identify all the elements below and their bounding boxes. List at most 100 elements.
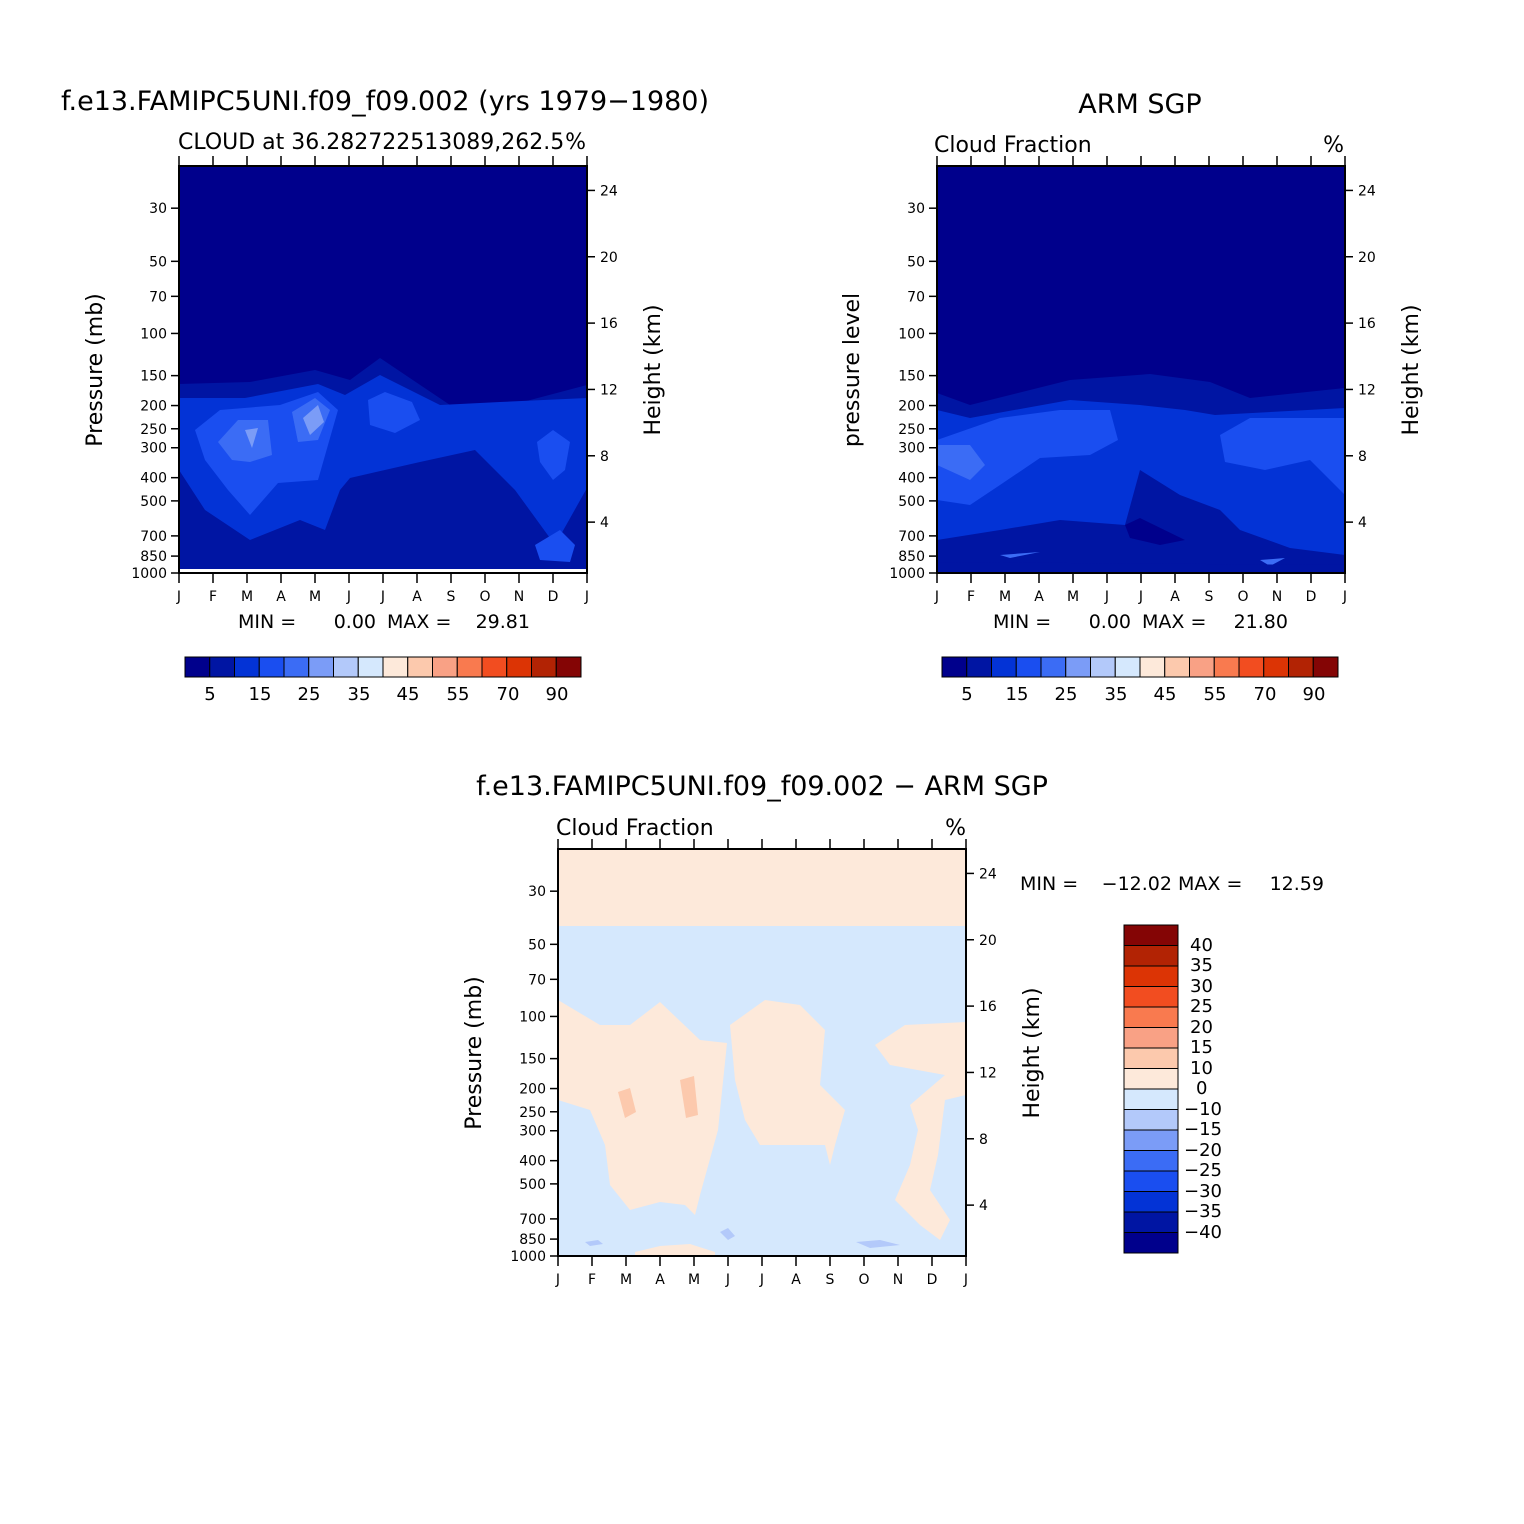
obs-colorbar: 5 15 25 35 45 55 70 90 [941,656,1339,705]
model-month-label: N [514,589,524,605]
obs-height-tick-label: 4 [1358,515,1367,531]
diff-colorbar-swatch [1123,1191,1179,1213]
obs-cb-label: 35 [1105,684,1128,705]
diff-ylabel-right: Height (km) [1020,987,1045,1118]
model-month-label: J [346,589,351,605]
obs-colorbar-swatch [1238,656,1265,678]
diff-colorbar-swatch [1123,1088,1179,1110]
model-pressure-tick-label: 250 [140,422,167,438]
obs-region-25b [1220,418,1345,495]
diff-pressure-tick-label: 200 [519,1082,546,1098]
obs-height-tick-label: 20 [1358,250,1376,266]
diff-region-pos-b [730,1000,845,1165]
model-pressure-tick-label: 500 [140,494,167,510]
obs-month-label: J [934,589,939,605]
model-pressure-tick-label: 70 [149,289,167,305]
obs-month-label: M [999,589,1011,605]
diff-max-value: 12.59 [1270,873,1324,895]
model-region-45b [303,405,324,435]
model-cb-label: 90 [546,684,569,705]
diff-cb-label: 0 [1196,1078,1207,1099]
model-title: f.e13.FAMIPC5UNI.f09_f09.002 (yrs 1979−1… [61,86,709,117]
diff-cb-label: −35 [1184,1201,1222,1222]
diff-pressure-tick-label: 250 [519,1105,546,1121]
obs-month-label: D [1306,589,1317,605]
model-colorbar-swatch [481,656,508,678]
obs-region-25a [937,410,1118,505]
diff-month-label: J [759,1272,764,1288]
obs-max-label: MAX = [1142,611,1206,633]
obs-pressure-tick-label: 150 [898,369,925,385]
obs-month-label: J [1104,589,1109,605]
model-height-tick-label: 8 [600,449,609,465]
obs-region-35b [1000,552,1040,558]
obs-pressure-tick-label: 850 [898,549,925,565]
diff-region-top-pos [558,849,966,926]
obs-title: ARM SGP [1078,89,1201,120]
diff-colorbar-swatch [1123,924,1179,946]
model-pressure-tick-label: 700 [140,529,167,545]
model-cb-label: 25 [298,684,321,705]
diff-max-label: MAX = [1178,873,1242,895]
model-height-tick-label: 4 [600,515,609,531]
diff-subtitle-left: Cloud Fraction [556,816,714,841]
diff-colorbar-swatch [1123,1150,1179,1172]
diff-title: f.e13.FAMIPC5UNI.f09_f09.002 − ARM SGP [476,771,1048,802]
model-colorbar-swatch [382,656,409,678]
model-cb-label: 55 [447,684,470,705]
model-colorbar-swatch [506,656,532,678]
model-month-label: F [209,589,217,605]
diff-colorbar-swatches [1123,924,1179,1254]
diff-pressure-tick-label: 100 [519,1009,546,1025]
diff-month-label: J [555,1272,560,1288]
model-height-tick-label: 20 [600,250,618,266]
model-min-label: MIN = [238,611,296,633]
obs-month-label: S [1205,589,1214,605]
diff-cb-label: −20 [1184,1140,1222,1161]
obs-colorbar-swatch [1114,656,1141,678]
model-month-label: J [584,589,589,605]
obs-month-label: J [1342,589,1347,605]
diff-region-neg-10b [585,1240,603,1246]
diff-month-label: N [893,1272,903,1288]
obs-contour-field [937,166,1345,573]
diff-month-label: A [655,1272,665,1288]
obs-colorbar-swatch [1164,656,1190,678]
model-contour-field [179,166,587,573]
model-pressure-tick-label: 300 [140,441,167,457]
obs-cb-label: 55 [1204,684,1227,705]
obs-colorbar-swatch [1040,656,1067,678]
obs-colorbar-swatch [1139,656,1166,678]
model-month-label: S [447,589,456,605]
obs-month-label: A [1034,589,1044,605]
model-height-tick-label: 12 [600,382,618,398]
diff-height-tick-label: 12 [979,1065,997,1081]
model-pressure-tick-label: 30 [149,201,167,217]
obs-month-label: F [967,589,975,605]
obs-min-label: MIN = [993,611,1051,633]
diff-height-tick-label: 20 [979,933,997,949]
model-colorbar-swatch [209,656,235,678]
obs-colorbar-swatch [1189,656,1215,678]
model-month-label: M [309,589,321,605]
model-max-label: MAX = [387,611,451,633]
model-pressure-tick-label: 200 [140,399,167,415]
obs-top-ticks [936,156,1346,166]
model-pressure-tick-label: 400 [140,471,167,487]
model-colorbar-swatch [357,656,384,678]
diff-colorbar-swatch [1123,986,1179,1008]
diff-subtitle-right: % [945,816,966,841]
model-max-value: 29.81 [476,611,530,633]
diff-region-pos-10a [618,1088,636,1118]
model-colorbar-swatch [308,656,334,678]
obs-pressure-tick-label: 200 [898,399,925,415]
diff-region-neg-10c [856,1240,900,1248]
model-colorbar-swatch [531,656,557,678]
diff-colorbar-swatch [1123,1027,1179,1049]
diff-cb-label: −15 [1184,1119,1222,1140]
obs-min-value: 0.00 [1089,611,1131,633]
model-region-25b [368,392,420,433]
model-colorbar: 5 15 25 35 45 55 70 90 [184,656,582,705]
